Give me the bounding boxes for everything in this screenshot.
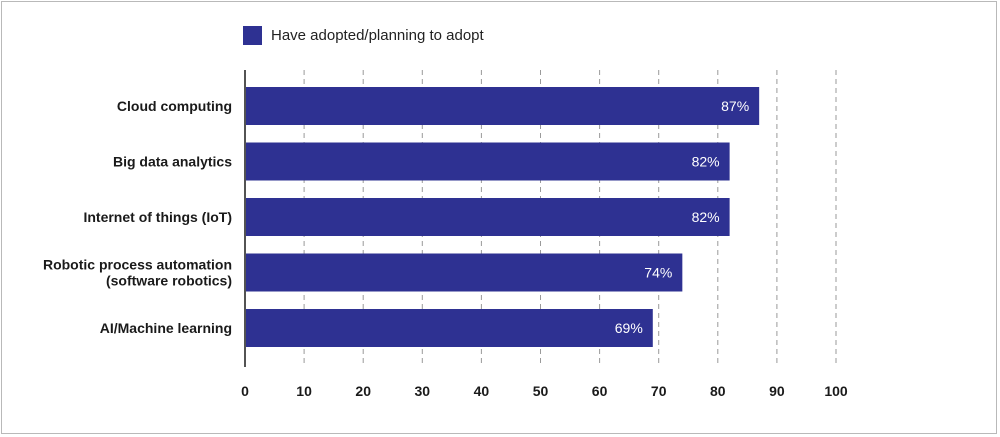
x-tick-label: 70 — [651, 383, 667, 399]
x-tick-label: 90 — [769, 383, 785, 399]
bar-value-label: 82% — [692, 209, 720, 225]
x-tick-label: 30 — [415, 383, 431, 399]
bar — [246, 309, 653, 347]
bar — [246, 87, 760, 125]
category-label: Cloud computing — [117, 98, 232, 114]
category-label-line: AI/Machine learning — [100, 320, 232, 336]
category-label: AI/Machine learning — [100, 320, 232, 336]
legend: Have adopted/planning to adopt — [243, 25, 484, 45]
bar-value-label: 74% — [644, 265, 672, 281]
x-tick-label: 40 — [474, 383, 490, 399]
legend-swatch — [243, 25, 262, 45]
bar — [246, 198, 730, 236]
x-tick-label: 50 — [533, 383, 549, 399]
x-tick-label: 20 — [355, 383, 371, 399]
category-label-line: Cloud computing — [117, 98, 232, 114]
category-label-line: Big data analytics — [113, 154, 232, 170]
bar-value-label: 69% — [615, 320, 643, 336]
x-tick-label: 60 — [592, 383, 608, 399]
category-label-line: Internet of things (IoT) — [83, 209, 232, 225]
x-tick-label: 0 — [241, 383, 249, 399]
x-tick-label: 10 — [296, 383, 312, 399]
bar — [246, 253, 683, 292]
legend-label: Have adopted/planning to adopt — [271, 26, 484, 44]
x-tick-label: 100 — [824, 383, 848, 399]
bar — [246, 142, 730, 181]
category-label-line: (software robotics) — [106, 273, 232, 289]
bar-value-label: 82% — [692, 154, 720, 170]
x-tick-label: 80 — [710, 383, 726, 399]
category-label-line: Robotic process automation — [43, 257, 232, 273]
category-label: Robotic process automation (software robo… — [43, 257, 232, 289]
bar-value-label: 87% — [721, 98, 749, 114]
category-label: Big data analytics — [113, 154, 232, 170]
category-label: Internet of things (IoT) — [83, 209, 232, 225]
